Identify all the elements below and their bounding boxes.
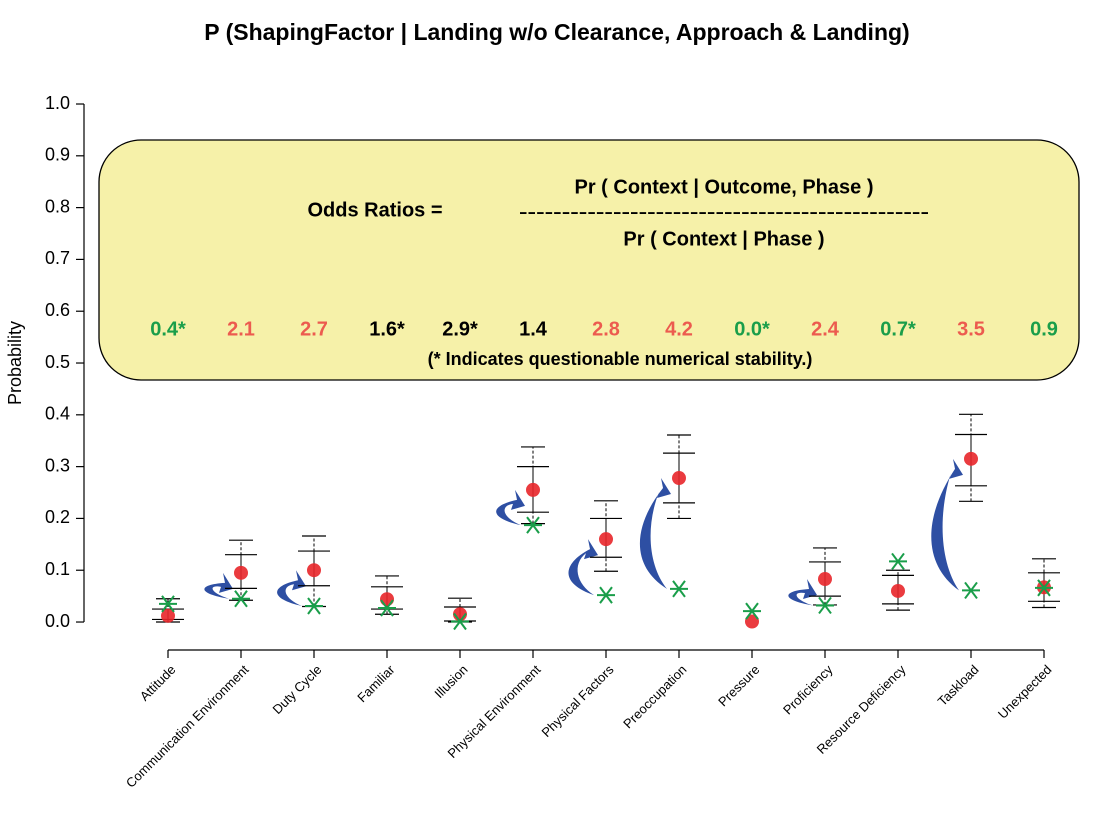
x-tick-label: Physical Factors [539, 662, 617, 740]
shift-arrow [788, 579, 817, 605]
star-marker [889, 553, 907, 569]
y-tick-label: 0.8 [45, 196, 70, 216]
star-marker [962, 582, 980, 598]
y-tick-label: 0.5 [45, 352, 70, 372]
box-numerator: Pr ( Context | Outcome, Phase ) [575, 176, 874, 198]
odds-ratio: 2.8 [592, 318, 620, 340]
dot-marker [818, 572, 832, 586]
odds-ratio: 2.4 [811, 318, 840, 340]
y-tick-label: 0.0 [45, 611, 70, 631]
odds-ratio: 4.2 [665, 318, 693, 340]
odds-ratio: 3.5 [957, 318, 985, 340]
box-note: (* Indicates questionable numerical stab… [428, 349, 813, 369]
odds-ratio: 0.4* [150, 318, 186, 340]
y-tick-label: 0.7 [45, 248, 70, 268]
shift-arrow [569, 539, 598, 595]
odds-ratio: 2.9* [442, 318, 478, 340]
x-tick-label: Duty Cycle [269, 662, 324, 717]
dot-marker [599, 532, 613, 546]
y-tick-label: 0.2 [45, 507, 70, 527]
odds-ratio: 0.7* [880, 318, 916, 340]
x-tick-label: Unexpected [995, 662, 1055, 722]
y-tick-label: 0.6 [45, 300, 70, 320]
y-tick-label: 0.9 [45, 145, 70, 165]
box-heading: Odds Ratios = [307, 199, 442, 221]
y-tick-label: 0.4 [45, 404, 70, 424]
x-tick-label: Proficiency [780, 662, 836, 718]
odds-ratio: 0.9 [1030, 318, 1058, 340]
star-marker [524, 517, 542, 533]
dot-marker [891, 584, 905, 598]
box-denominator: Pr ( Context | Phase ) [623, 228, 824, 250]
y-tick-label: 1.0 [45, 93, 70, 113]
box-divider: ----------------------------------------… [519, 204, 929, 221]
y-tick-label: 0.3 [45, 455, 70, 475]
star-marker [670, 581, 688, 597]
x-tick-label: Pressure [715, 662, 762, 709]
chart-title: P (ShapingFactor | Landing w/o Clearance… [204, 19, 909, 45]
x-tick-label: Communication Environment [123, 662, 252, 791]
odds-ratio: 0.0* [734, 318, 770, 340]
x-tick-label: Familiar [354, 661, 398, 705]
x-tick-label: Illusion [431, 662, 470, 701]
y-tick-label: 0.1 [45, 559, 70, 579]
dot-marker [964, 452, 978, 466]
shift-arrow [640, 478, 671, 589]
x-tick-label: Attitude [137, 662, 179, 704]
chart: P (ShapingFactor | Landing w/o Clearance… [0, 0, 1115, 821]
x-tick-label: Preoccupation [620, 662, 689, 731]
shift-arrow [204, 573, 233, 599]
odds-ratio: 1.4 [519, 318, 548, 340]
shift-arrow [277, 570, 306, 606]
y-axis-label: Probability [5, 321, 25, 405]
shift-arrow [931, 459, 963, 591]
shift-arrow [496, 490, 525, 525]
odds-ratio: 2.7 [300, 318, 328, 340]
odds-ratio: 2.1 [227, 318, 255, 340]
star-marker [597, 587, 615, 603]
x-tick-label: Taskload [935, 662, 982, 709]
dot-marker [234, 566, 248, 580]
dot-marker [526, 483, 540, 497]
dot-marker [672, 471, 686, 485]
odds-ratio: 1.6* [369, 318, 405, 340]
dot-marker [307, 563, 321, 577]
dot-marker [380, 592, 394, 606]
